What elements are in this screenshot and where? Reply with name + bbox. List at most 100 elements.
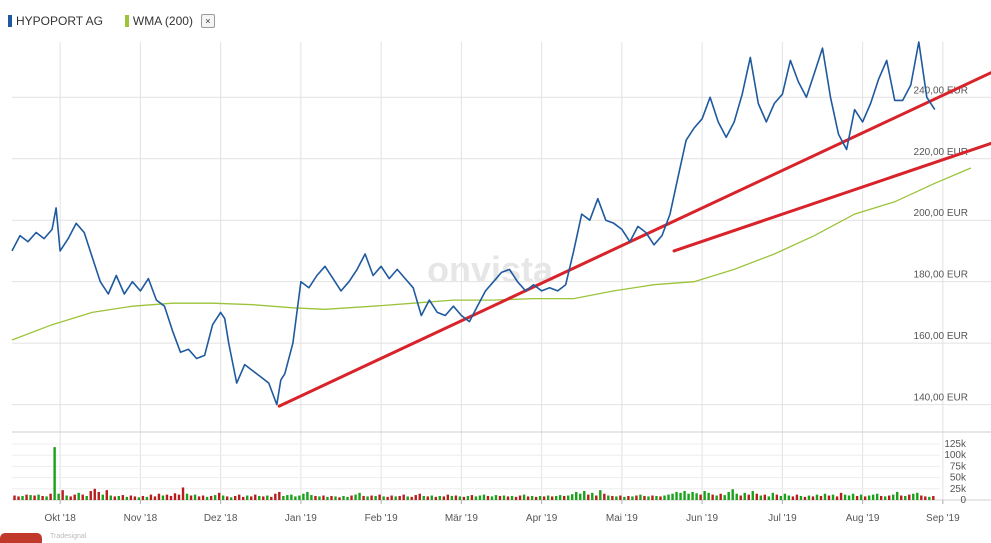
volume-bar — [562, 495, 566, 500]
legend-item-wma[interactable]: WMA (200) — [124, 14, 193, 28]
volume-bar — [326, 496, 329, 500]
volume-bar — [791, 496, 795, 500]
volume-bar — [611, 495, 614, 500]
volume-bar — [330, 495, 333, 500]
volume-bar — [542, 496, 546, 500]
volume-tick-label-4: 100k — [944, 450, 967, 461]
volume-bar — [93, 488, 96, 500]
volume-bar — [771, 492, 775, 500]
volume-bar — [751, 491, 754, 500]
volume-bar — [831, 494, 835, 500]
volume-bar — [631, 496, 634, 500]
volume-bar — [378, 494, 381, 500]
volume-bar — [635, 495, 638, 500]
y-tick-label-2: 180,00 EUR — [914, 270, 968, 281]
volume-bar — [863, 496, 867, 500]
volume-bar — [262, 496, 265, 500]
trendline-0 — [277, 71, 991, 408]
volume-bar — [835, 496, 839, 500]
x-tick-label-3: Jan '19 — [285, 513, 317, 524]
volume-bar — [185, 493, 189, 500]
volume-bar — [595, 495, 598, 500]
volume-bar — [474, 496, 478, 500]
y-tick-label-5: 240,00 EUR — [914, 85, 968, 96]
x-tick-label-5: Mär '19 — [445, 513, 478, 524]
volume-bar — [639, 494, 642, 500]
volume-bar — [153, 496, 157, 500]
volume-bar — [53, 447, 56, 500]
volume-bar — [695, 493, 698, 500]
volume-bar — [811, 496, 815, 500]
volume-bar — [85, 495, 88, 500]
volume-bar — [113, 496, 117, 500]
volume-bar — [57, 493, 60, 500]
volume-bar — [418, 493, 421, 500]
volume-bar — [530, 495, 534, 500]
volume-tick-label-5: 125k — [944, 439, 967, 450]
volume-bar — [514, 496, 518, 500]
volume-bar — [924, 496, 927, 500]
volume-bar — [486, 495, 490, 500]
x-tick-label-4: Feb '19 — [365, 513, 398, 524]
volume-bar — [932, 495, 935, 500]
volume-bar — [490, 496, 494, 500]
volume-bar — [510, 495, 514, 500]
volume-bar — [225, 496, 229, 500]
volume-bar — [434, 496, 437, 500]
volume-bar — [233, 495, 237, 500]
volume-bar — [871, 494, 875, 500]
volume-bar — [410, 496, 413, 500]
volume-bar — [727, 491, 730, 500]
tradesignal-logo[interactable] — [0, 533, 42, 543]
x-tick-label-9: Jul '19 — [768, 513, 797, 524]
volume-bar — [470, 495, 474, 500]
volume-bar — [141, 495, 145, 500]
volume-bar — [823, 493, 827, 500]
volume-bar — [458, 496, 462, 500]
volume-bar — [554, 495, 558, 500]
volume-bar — [522, 494, 526, 500]
volume-bar — [763, 494, 767, 500]
volume-bar — [603, 493, 606, 500]
volume-bar — [843, 494, 847, 500]
volume-bar — [165, 494, 169, 500]
volume-bar — [663, 495, 666, 500]
volume-bar — [390, 495, 393, 500]
volume-bar — [735, 493, 738, 500]
volume-bar — [173, 493, 177, 500]
volume-bar — [73, 494, 76, 500]
volume-bar — [121, 495, 125, 500]
volume-tick-label-0: 0 — [960, 495, 966, 506]
volume-bar — [237, 494, 241, 500]
volume-bar — [61, 490, 64, 500]
volume-bar — [783, 493, 787, 500]
volume-bar — [502, 495, 506, 500]
x-tick-label-8: Jun '19 — [686, 513, 718, 524]
volume-bar — [266, 495, 269, 500]
volume-bar — [699, 494, 702, 500]
volume-bar — [450, 495, 454, 500]
volume-bar — [338, 497, 341, 500]
legend-item-hypoport[interactable]: HYPOPORT AG — [8, 14, 103, 28]
tradesignal-label: Tradesignal — [50, 533, 87, 540]
volume-bar — [446, 494, 450, 500]
y-tick-label-0: 140,00 EUR — [914, 393, 968, 404]
volume-bar — [181, 487, 185, 500]
volume-bar — [859, 494, 863, 500]
x-tick-label-10: Aug '19 — [846, 513, 880, 524]
series-layer — [11, 41, 991, 408]
volume-bar — [89, 491, 92, 500]
volume-bar — [619, 495, 622, 500]
close-indicator-icon[interactable]: × — [200, 14, 215, 28]
volume-bar — [133, 496, 137, 500]
volume-bar — [65, 495, 68, 500]
volume-bar — [743, 492, 746, 500]
volume-bar — [667, 494, 670, 500]
volume-bar — [711, 494, 714, 500]
price-line — [11, 41, 936, 406]
volume-bar — [679, 492, 682, 500]
volume-bar — [81, 494, 84, 500]
volume-bar — [466, 495, 470, 500]
